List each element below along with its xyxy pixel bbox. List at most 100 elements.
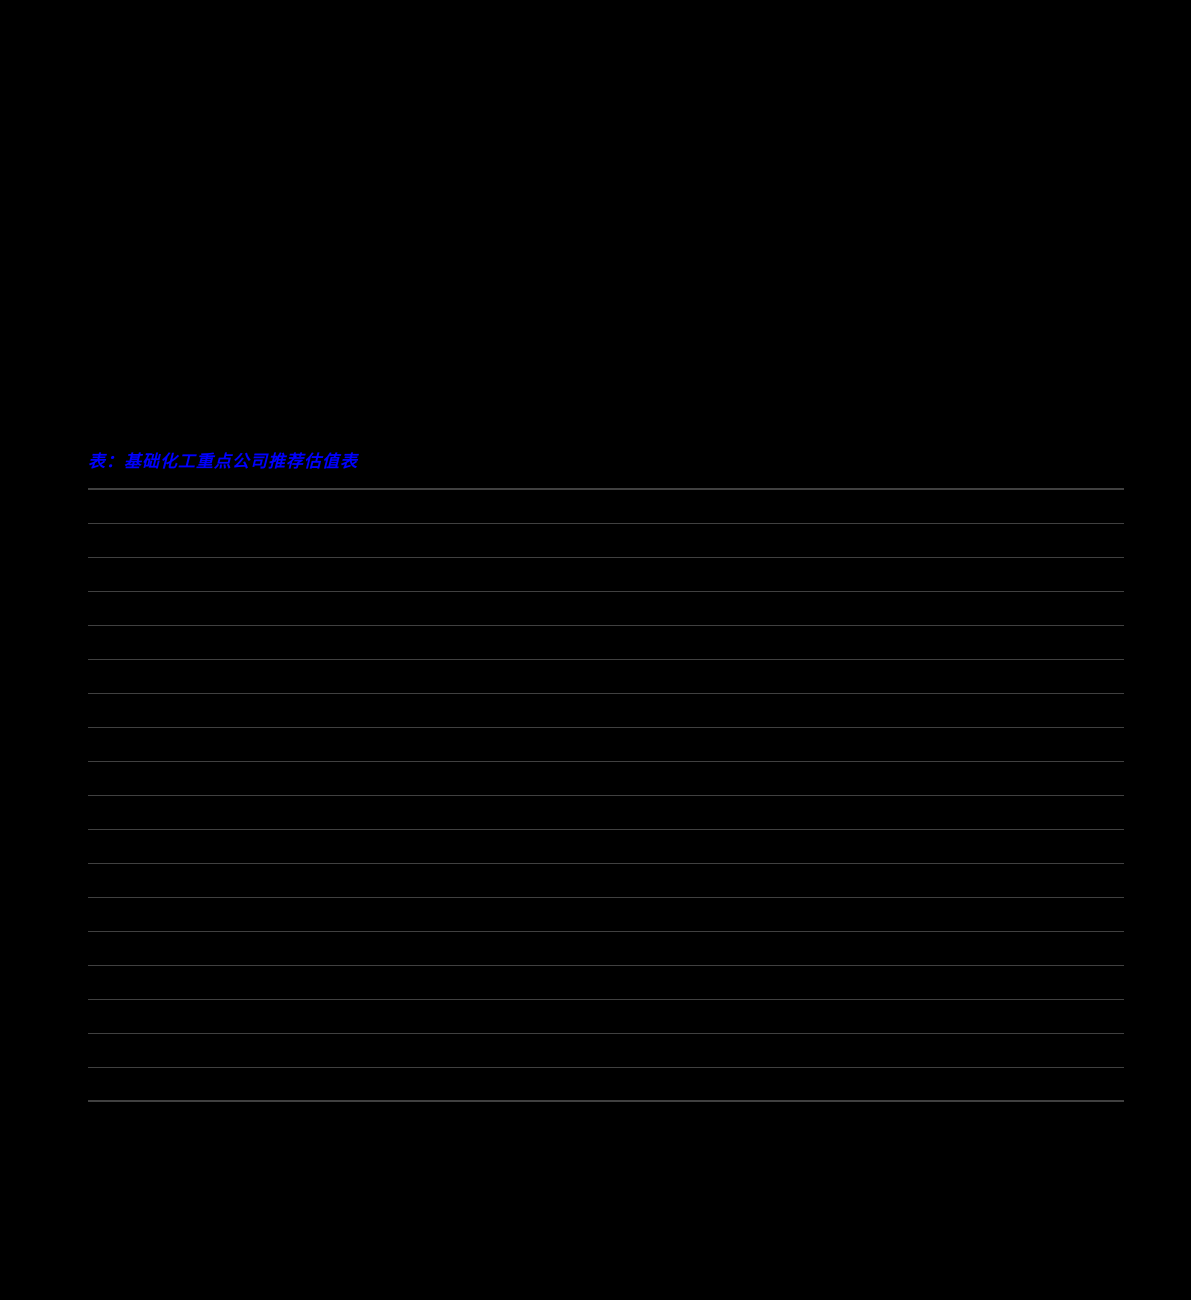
table-cell [419,523,518,557]
table-cell [770,829,854,863]
header-cell: 2023E [686,489,770,523]
table-cell [854,999,938,1033]
table-cell [854,829,938,863]
table-cell [303,1067,419,1101]
header-cell: 2023E [938,489,1022,523]
table-row [88,863,1124,897]
table-cell [686,1067,770,1101]
table-row [88,795,1124,829]
table-cell [419,795,518,829]
table-cell [88,829,198,863]
table-cell [88,761,198,795]
table-cell [686,863,770,897]
table-cell [1022,523,1124,557]
table-cell [770,659,854,693]
table-cell [517,523,601,557]
table-cell [686,1033,770,1067]
content-area: 表：基础化工重点公司推荐估值表 股票代码股票简称收盘日期收盘价2021E2022… [88,447,1124,1102]
table-cell [198,523,302,557]
table-cell [770,557,854,591]
table-cell [686,931,770,965]
table-cell [419,931,518,965]
table-cell [1022,625,1124,659]
table-cell [686,659,770,693]
table-cell [770,625,854,659]
table-cell [198,727,302,761]
table-cell [854,1033,938,1067]
table-cell [517,999,601,1033]
table-cell [303,693,419,727]
table-cell [88,863,198,897]
header-cell: 股票简称 [198,489,302,523]
table-cell [198,863,302,897]
table-cell [1022,965,1124,999]
table-cell [517,897,601,931]
table-cell [602,795,686,829]
table-cell [602,1067,686,1101]
table-cell [854,659,938,693]
table-cell [419,727,518,761]
table-cell [686,693,770,727]
table-cell [602,863,686,897]
table-cell [938,557,1022,591]
table-cell [198,659,302,693]
table-cell [602,829,686,863]
table-cell [1022,1067,1124,1101]
header-cell: 2021E [517,489,601,523]
table-cell [854,965,938,999]
table-cell [938,523,1022,557]
table-cell [1022,897,1124,931]
table-cell [938,829,1022,863]
header-cell: 股票代码 [88,489,198,523]
table-cell [517,795,601,829]
table-cell [770,727,854,761]
table-cell [854,625,938,659]
table-cell [517,659,601,693]
table-cell [686,965,770,999]
table-cell [198,795,302,829]
table-cell [303,659,419,693]
table-cell [1022,829,1124,863]
table-cell [198,829,302,863]
table-cell [198,931,302,965]
header-cell: 2022E [854,489,938,523]
table-title: 表：基础化工重点公司推荐估值表 [88,447,1124,472]
table-cell [88,625,198,659]
title-text: 基础化工重点公司推荐估值表 [124,452,358,471]
table-cell [602,761,686,795]
table-cell [88,557,198,591]
title-prefix: 表： [88,452,124,471]
table-row [88,999,1124,1033]
table-cell [517,965,601,999]
table-cell [1022,863,1124,897]
table-cell [938,795,1022,829]
table-cell [88,931,198,965]
table-cell [686,761,770,795]
table-cell [686,829,770,863]
table-cell [1022,761,1124,795]
table-cell [517,1067,601,1101]
table-cell [198,965,302,999]
table-cell [198,591,302,625]
table-cell [1022,795,1124,829]
table-cell [198,625,302,659]
table-cell [303,965,419,999]
table-cell [303,523,419,557]
table-cell [602,727,686,761]
table-cell [938,999,1022,1033]
table-cell [88,693,198,727]
table-cell [517,829,601,863]
table-cell [854,795,938,829]
table-cell [198,1033,302,1067]
table-cell [686,795,770,829]
table-cell [854,931,938,965]
table-row [88,557,1124,591]
table-cell [88,1067,198,1101]
table-cell [198,1067,302,1101]
table-cell [198,557,302,591]
table-cell [770,693,854,727]
table-cell [88,965,198,999]
table-cell [419,965,518,999]
table-cell [686,591,770,625]
table-cell [88,659,198,693]
